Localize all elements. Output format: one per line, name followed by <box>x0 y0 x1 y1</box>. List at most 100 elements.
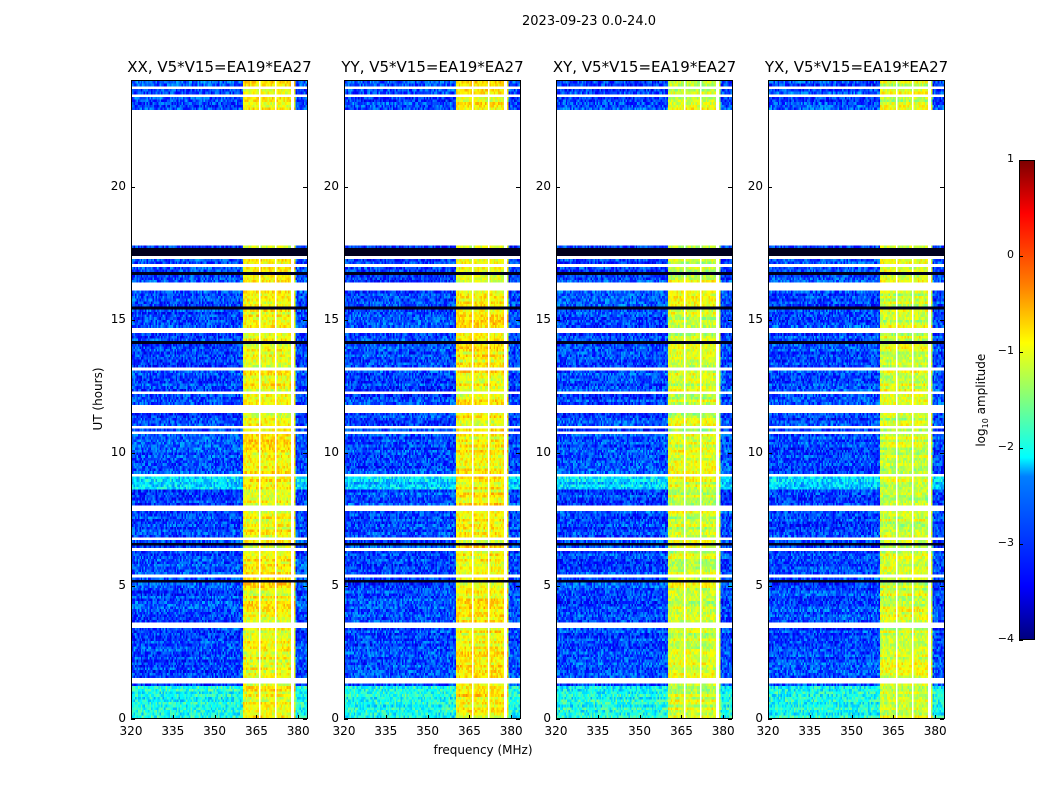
x-tick-label: 350 <box>628 724 652 738</box>
heatmap-panel <box>556 80 733 719</box>
y-tick-label: 20 <box>110 178 126 193</box>
colorbar-tick-mark <box>1019 256 1023 257</box>
y-tick-mark-right <box>940 719 944 720</box>
x-tick-mark <box>469 715 471 719</box>
panel-title: YX, V5*V15=EA19*EA27 <box>764 58 949 76</box>
heatmap-canvas <box>557 81 732 718</box>
y-tick-mark-right <box>940 585 944 587</box>
colorbar-tick-mark <box>1019 160 1023 161</box>
colorbar-tick-label: −2 <box>997 440 1014 453</box>
heatmap-canvas <box>345 81 520 718</box>
x-tick-mark <box>172 715 174 719</box>
y-tick-mark <box>556 719 560 720</box>
x-tick-label: 335 <box>586 724 610 738</box>
y-tick-mark-right <box>516 186 520 188</box>
colorbar-tick-label: 1 <box>1007 152 1014 165</box>
colorbar-tick-mark <box>1019 352 1023 353</box>
y-tick-mark-right <box>516 585 520 587</box>
panel-title: XY, V5*V15=EA19*EA27 <box>552 58 737 76</box>
x-tick-mark <box>851 715 853 719</box>
y-tick-label: 10 <box>110 444 126 459</box>
y-axis-label: UT (hours) <box>91 367 105 431</box>
y-tick-label: 0 <box>118 711 126 725</box>
y-tick-mark-right <box>303 186 307 188</box>
y-tick-label: 10 <box>323 444 339 459</box>
y-tick-mark-right <box>728 319 732 321</box>
y-tick-label: 15 <box>747 311 763 326</box>
y-tick-label: 15 <box>323 311 339 326</box>
y-tick-mark-right <box>303 585 307 587</box>
x-tick-mark <box>131 715 132 719</box>
y-tick-label: 10 <box>535 444 551 459</box>
y-tick-mark <box>768 186 772 188</box>
colorbar-tick-label: −4 <box>997 632 1014 645</box>
panel-title: YY, V5*V15=EA19*EA27 <box>341 58 524 76</box>
x-tick-mark <box>214 715 216 719</box>
colorbar-tick-label: −3 <box>997 536 1014 549</box>
y-tick-label: 10 <box>747 444 763 459</box>
x-tick-label: 335 <box>374 724 398 738</box>
colorbar <box>1019 160 1035 640</box>
x-tick-label: 380 <box>286 724 310 738</box>
x-tick-mark <box>597 715 599 719</box>
x-tick-label: 335 <box>798 724 822 738</box>
y-tick-mark-right <box>728 719 732 720</box>
panel-title: XX, V5*V15=EA19*EA27 <box>127 58 312 76</box>
y-tick-mark <box>344 452 348 454</box>
x-tick-mark <box>385 715 387 719</box>
x-tick-label: 320 <box>756 724 780 738</box>
x-tick-mark <box>256 715 258 719</box>
y-tick-mark-right <box>516 319 520 321</box>
x-tick-label: 335 <box>161 724 185 738</box>
y-tick-mark <box>556 452 560 454</box>
y-tick-mark-right <box>516 719 520 720</box>
y-tick-mark <box>131 319 135 321</box>
colorbar-label-tail: amplitude <box>973 353 988 419</box>
y-tick-mark-right <box>728 585 732 587</box>
x-tick-mark <box>681 715 683 719</box>
y-tick-mark-right <box>940 319 944 321</box>
x-axis-label: frequency (MHz) <box>433 743 533 757</box>
y-tick-label: 5 <box>331 577 339 592</box>
x-tick-mark <box>556 715 557 719</box>
x-tick-mark <box>511 715 513 719</box>
x-tick-label: 320 <box>544 724 568 738</box>
heatmap-panel <box>344 80 521 719</box>
y-tick-mark-right <box>303 719 307 720</box>
colorbar-tick-label: 0 <box>1007 248 1014 261</box>
y-tick-label: 0 <box>755 711 763 725</box>
y-tick-label: 5 <box>118 577 126 592</box>
y-tick-label: 0 <box>331 711 339 725</box>
heatmap-canvas <box>132 81 307 718</box>
colorbar-tick-mark <box>1019 640 1023 641</box>
y-tick-mark-right <box>303 452 307 454</box>
y-tick-label: 20 <box>535 178 551 193</box>
colorbar-label-sub: 10 <box>981 418 991 429</box>
y-tick-mark <box>556 319 560 321</box>
x-tick-mark <box>809 715 811 719</box>
x-tick-mark <box>639 715 641 719</box>
x-tick-label: 350 <box>416 724 440 738</box>
y-tick-mark <box>556 585 560 587</box>
x-tick-mark <box>344 715 345 719</box>
y-tick-label: 5 <box>755 577 763 592</box>
x-tick-label: 365 <box>457 724 481 738</box>
y-tick-mark-right <box>516 452 520 454</box>
y-tick-label: 20 <box>323 178 339 193</box>
y-tick-label: 20 <box>747 178 763 193</box>
x-tick-label: 350 <box>840 724 864 738</box>
colorbar-tick-mark <box>1019 448 1023 449</box>
x-tick-label: 365 <box>669 724 693 738</box>
figure-title: 2023-09-23 0.0-24.0 <box>522 14 656 29</box>
heatmap-canvas <box>769 81 944 718</box>
y-tick-mark-right <box>940 452 944 454</box>
colorbar-tick-mark <box>1019 544 1023 545</box>
x-tick-label: 365 <box>244 724 268 738</box>
y-tick-mark <box>131 452 135 454</box>
y-tick-mark <box>131 186 135 188</box>
x-tick-mark <box>723 715 725 719</box>
colorbar-tick-label: −1 <box>997 344 1014 357</box>
x-tick-mark <box>893 715 895 719</box>
y-tick-mark <box>344 585 348 587</box>
y-tick-label: 15 <box>535 311 551 326</box>
